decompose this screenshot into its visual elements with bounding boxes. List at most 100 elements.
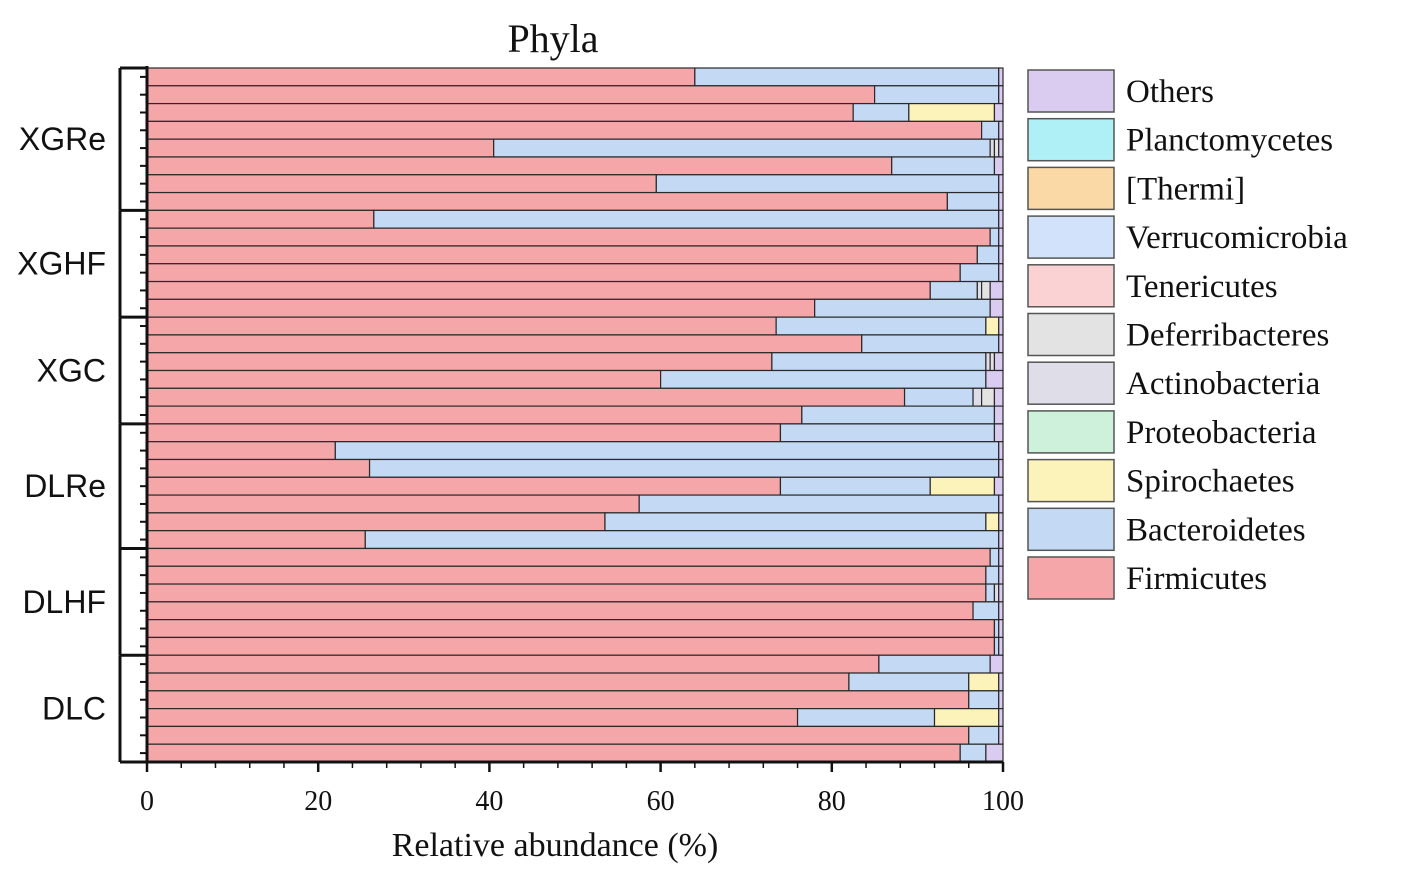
group-label: XGC [37,353,106,389]
bar-segment-bacteroidetes [848,672,970,692]
bar-segment-bacteroidetes [493,138,991,158]
bar-segment-bacteroidetes [852,102,910,122]
legend-swatch [1027,556,1115,600]
bar-segment-bacteroidetes [368,458,1000,478]
group-label: DLRe [24,468,106,504]
bar-segment-actinobacteria [993,583,1000,603]
x-tick-label: 100 [982,786,1024,817]
legend-label: Actinobacteria [1126,366,1321,402]
bar-segment-others [998,458,1004,478]
bar-segment-bacteroidetes [891,156,996,176]
legend-label: [Thermi] [1126,171,1245,207]
bar-segment-deferribacteres [980,280,991,300]
bar-segment-firmicutes [146,120,983,140]
bar-segment-bacteroidetes [334,441,1000,461]
bar-segment-bacteroidetes [873,85,1000,105]
bar-segment-bacteroidetes [694,67,1000,87]
bar-segment-spirochaetes [933,708,1000,728]
x-tick-label: 80 [818,786,846,817]
bar-segment-others [998,191,1004,211]
bar-segment-spirochaetes [985,512,1000,532]
legend-label: Proteobacteria [1126,415,1317,451]
bar-segment-bacteroidetes [771,352,987,372]
bar-segment-others [993,352,1004,372]
bar-segment-others [998,619,1004,639]
bar-segment-others [998,512,1004,532]
bar-segment-spirochaetes [985,316,1000,336]
group-labels-layer: XGRe XGHF XGC DLRe DLHF DLC [17,66,147,764]
bar-segment-others [998,120,1004,140]
bar-segment-bacteroidetes [959,743,987,763]
bar-segment-others [989,654,1004,674]
bar-segment-others [998,565,1004,585]
bar-segment-others [998,725,1004,745]
legend-label: Spirochaetes [1126,464,1295,500]
bar-segment-others [989,280,1004,300]
bar-segment-bacteroidetes [985,583,996,603]
bar-segment-others [998,334,1004,354]
bar-segment-firmicutes [146,743,961,763]
bar-segment-others [998,138,1004,158]
group-label: DLC [42,691,106,727]
bar-segment-bacteroidetes [976,245,1000,265]
bar-segment-bacteroidetes [775,316,987,336]
bar-segment-bacteroidetes [968,690,1000,710]
bar-segment-firmicutes [146,334,863,354]
bar-segment-others [998,316,1004,336]
bar-segment-others [998,441,1004,461]
x-tick-label: 20 [304,786,332,817]
bar-segment-firmicutes [146,423,782,443]
bar-segment-firmicutes [146,494,640,514]
bar-segment-bacteroidetes [779,423,996,443]
bar-segment-firmicutes [146,352,773,372]
bar-segment-others [998,547,1004,567]
bar-segment-firmicutes [146,476,782,496]
bar-segment-firmicutes [146,619,996,639]
bar-segment-firmicutes [146,369,662,389]
legend: Others Planctomycetes [Thermi] Verrucomicro… [1027,69,1348,600]
bar-segment-others [998,85,1004,105]
bar-segment-others [989,298,1004,318]
bar-segment-others [998,690,1004,710]
bar-segment-firmicutes [146,174,657,194]
bar-segment-bacteroidetes [929,280,978,300]
bar-segment-firmicutes [146,405,803,425]
bar-segment-firmicutes [146,458,371,478]
bar-segment-firmicutes [146,636,996,656]
bar-segment-firmicutes [146,316,777,336]
bar-segment-firmicutes [146,387,906,407]
bar-segment-firmicutes [146,156,893,176]
bar-segment-bacteroidetes [989,547,1000,567]
bar-segment-firmicutes [146,138,495,158]
bar-segment-others [985,369,1004,389]
legend-swatch [1027,458,1115,503]
bar-segment-others [993,423,1004,443]
bar-segment-others [993,102,1004,122]
bar-segment-deferribacteres [980,387,996,407]
bar-segment-bacteroidetes [604,512,987,532]
bar-segment-bacteroidetes [946,191,1000,211]
bar-segment-spirochaetes [968,672,1000,692]
bar-segment-others [993,476,1004,496]
bar-segment-firmicutes [146,280,931,300]
bar-segment-firmicutes [146,530,366,550]
bar-segment-actinobacteria [989,138,996,158]
bar-segment-bacteroidetes [989,227,1000,247]
bar-segment-bacteroidetes [993,619,1000,639]
bar-segment-bacteroidetes [903,387,974,407]
bar-segment-others [998,672,1004,692]
bar-segment-firmicutes [146,227,991,247]
bar-segment-firmicutes [146,245,978,265]
legend-label: Bacteroidetes [1126,512,1306,548]
legend-swatch [1027,410,1115,454]
group-label: DLHF [22,584,106,620]
legend-label: Planctomycetes [1126,123,1333,159]
bar-segment-bacteroidetes [993,636,1000,656]
legend-swatch [1027,361,1115,405]
bar-segment-others [998,601,1004,621]
x-tick-label: 0 [140,786,154,817]
bar-segment-others [998,530,1004,550]
legend-label: Others [1126,74,1214,110]
bar-segment-others [998,583,1004,603]
group-label: XGHF [17,246,106,282]
